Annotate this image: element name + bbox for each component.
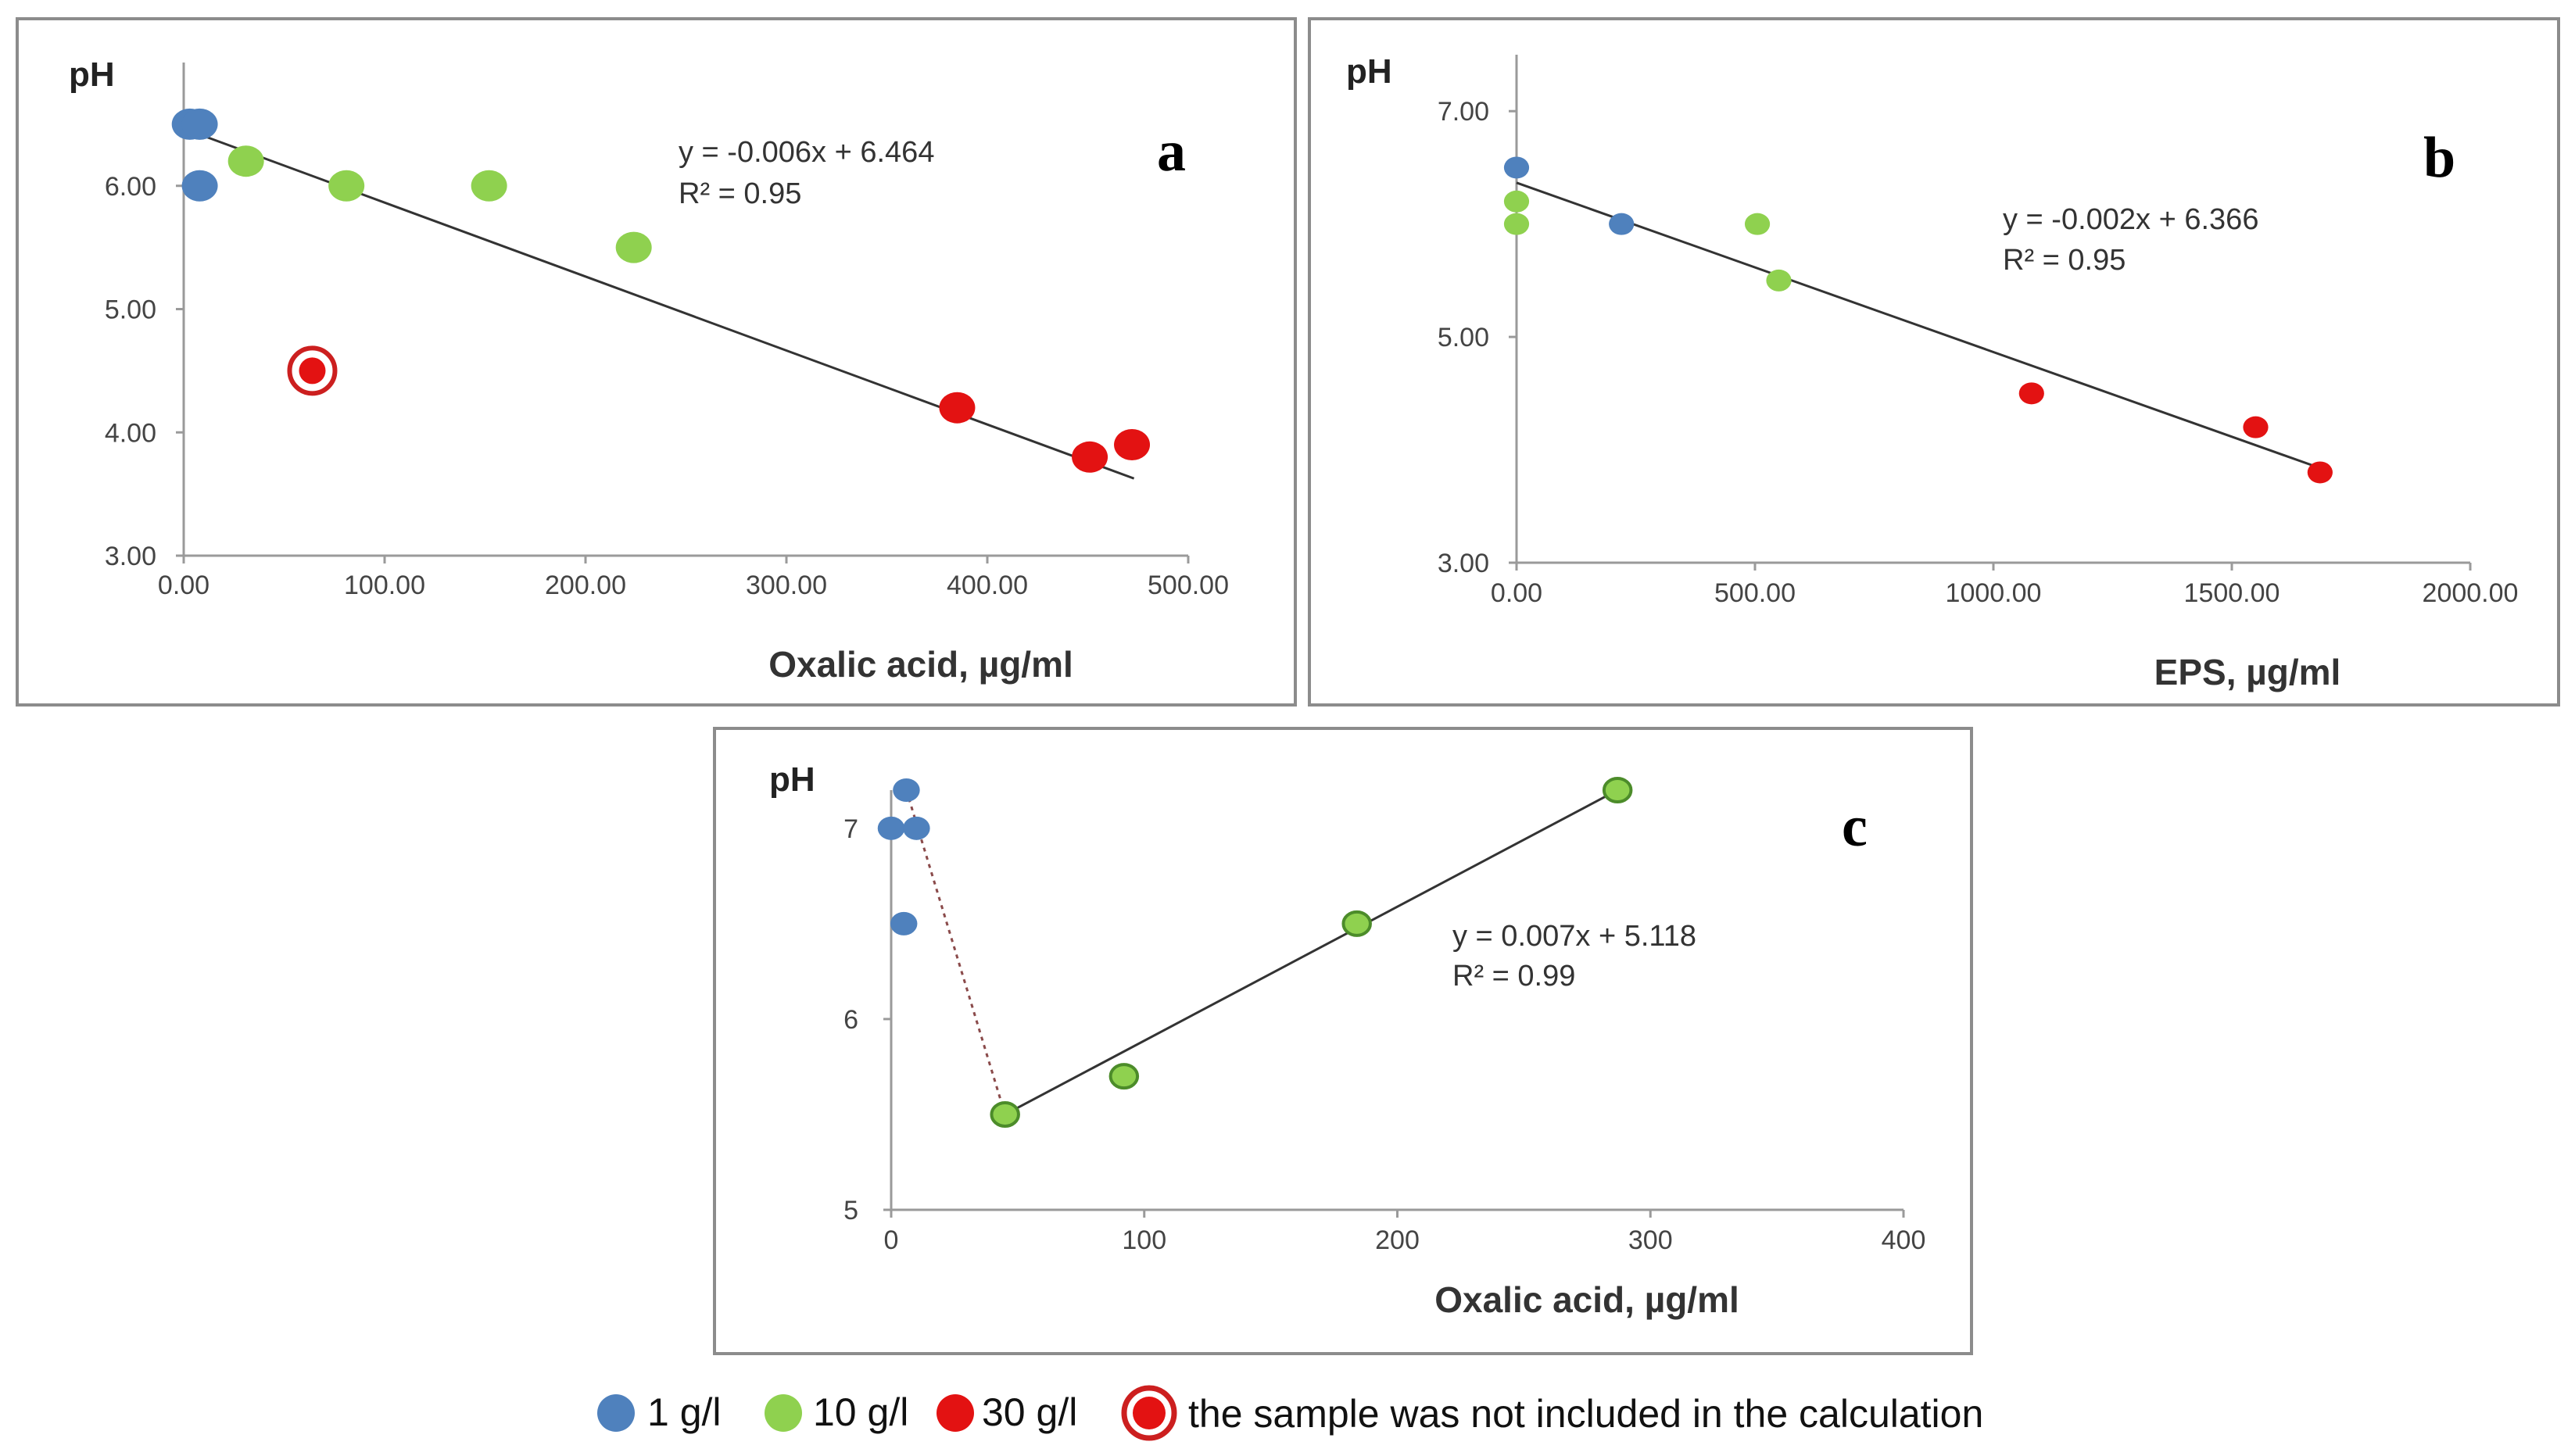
legend-marker-30gl	[937, 1394, 974, 1432]
panel-c-x-tick-label: 100	[1122, 1225, 1166, 1255]
legend-label-10gl: 10 g/l	[813, 1390, 908, 1434]
panel-a-y-tick-label: 4.00	[105, 418, 156, 448]
panel-b-point-10gl	[1503, 190, 1530, 213]
panel-c-xlabel: Oxalic acid, µg/ml	[1434, 1279, 1739, 1320]
legend: 1 g/l 10 g/l 30 g/l the sample was not i…	[597, 1385, 1983, 1441]
panel-c-point-10gl	[1341, 910, 1372, 937]
panel-b-y-tick-label: 7.00	[1438, 97, 1489, 127]
panel-c: pH c y = 0.007x + 5.118 R² = 0.99 Oxalic…	[713, 727, 1973, 1355]
panel-c-point-1gl	[877, 816, 905, 840]
panel-a-letter: a	[1157, 120, 1186, 184]
panel-c-x-tick-label: 0	[884, 1225, 899, 1255]
panel-a-excluded-ring	[287, 345, 338, 396]
panel-b-x-tick-label: 1000.00	[1946, 578, 2042, 608]
panel-b-point-30gl	[2307, 461, 2333, 484]
panel-a: pH a y = -0.006x + 6.464 R² = 0.95 Oxali…	[16, 17, 1297, 707]
panel-a-point-10gl	[227, 145, 264, 177]
legend-marker-1gl	[597, 1394, 635, 1432]
panel-a-ylabel: pH	[69, 55, 115, 94]
panel-a-point-10gl	[328, 170, 365, 202]
panel-b-r2: R² = 0.95	[2003, 244, 2126, 277]
panel-a-plot: 0.00 100.00 200.00 300.00 400.00 500.00 3.00 4.…	[105, 63, 1229, 600]
panel-a-point-10gl	[615, 231, 652, 263]
panel-a-point-10gl	[471, 170, 507, 202]
panel-b-point-10gl	[1503, 213, 1530, 235]
panel-b-plot: 0.00 500.00 1000.00 1500.00 2000.00 3.00 5.00 7…	[1438, 55, 2519, 608]
legend-label-30gl: 30 g/l	[982, 1390, 1077, 1434]
panel-c-x-tick-label: 400	[1882, 1225, 1926, 1255]
panel-b-equation: y = -0.002x + 6.366	[2003, 203, 2258, 236]
panel-b-point-30gl	[2018, 382, 2044, 405]
legend-label-1gl: 1 g/l	[647, 1390, 722, 1434]
panel-c-y-tick-label: 6	[843, 1005, 858, 1035]
panel-a-point-1gl	[181, 170, 218, 202]
panel-a-x-tick-label: 500.00	[1148, 571, 1229, 600]
panel-a-y-tick-label: 5.00	[105, 295, 156, 325]
panel-c-letter: c	[1842, 795, 1868, 859]
panel-c-y-tick-label: 5	[843, 1196, 858, 1225]
panel-a-x-tick-label: 200.00	[545, 571, 626, 600]
panel-a-x-tick-label: 100.00	[344, 571, 425, 600]
panel-b-point-1gl	[1609, 213, 1635, 235]
panel-b: pH b y = -0.002x + 6.366 R² = 0.95 EPS, …	[1308, 17, 2560, 707]
panel-a-x-tick-label: 300.00	[746, 571, 827, 600]
legend-excluded-ring	[1121, 1385, 1177, 1441]
panel-c-point-10gl	[990, 1100, 1020, 1128]
panel-b-point-30gl	[2243, 416, 2269, 438]
panel-c-y-tick-label: 7	[843, 814, 858, 844]
panel-b-y-tick-label: 3.00	[1438, 549, 1489, 578]
panel-a-point-30gl	[939, 392, 976, 424]
panel-c-frame	[713, 727, 1973, 1355]
panel-c-point-1gl	[903, 816, 930, 840]
panel-c-point-1gl	[890, 911, 918, 935]
panel-a-point-30gl	[1114, 429, 1151, 461]
panel-c-plot: 0 100 200 300 400 5 6 7	[843, 777, 1926, 1255]
legend-excluded-dot	[1133, 1397, 1166, 1429]
legend-excluded-label: the sample was not included in the calcu…	[1188, 1392, 1983, 1436]
panel-b-xlabel: EPS, µg/ml	[2154, 652, 2341, 692]
panel-a-point-1gl	[181, 108, 218, 140]
panel-a-x-tick-label: 400.00	[947, 571, 1028, 600]
panel-c-x-tick-label: 200	[1375, 1225, 1420, 1255]
panel-a-y-tick-label: 6.00	[105, 172, 156, 202]
panel-b-point-10gl	[1744, 213, 1771, 235]
panel-b-point-1gl	[1503, 156, 1530, 179]
panel-c-x-tick-label: 300	[1628, 1225, 1673, 1255]
panel-c-ylabel: pH	[769, 760, 815, 799]
panel-b-ylabel: pH	[1346, 52, 1392, 91]
panel-b-point-10gl	[1766, 269, 1792, 292]
panel-a-frame	[16, 17, 1297, 707]
panel-a-excluded-point	[299, 357, 326, 385]
panel-a-x-tick-label: 0.00	[158, 571, 210, 600]
panel-a-equation: y = -0.006x + 6.464	[679, 136, 934, 169]
panel-b-x-tick-label: 2000.00	[2423, 578, 2519, 608]
panel-c-point-10gl	[1108, 1063, 1140, 1090]
panel-c-r2: R² = 0.99	[1452, 960, 1575, 993]
panel-a-y-tick-label: 3.00	[105, 542, 156, 571]
panel-b-trendline	[1516, 181, 2321, 470]
legend-marker-10gl	[765, 1394, 802, 1432]
panel-c-equation: y = 0.007x + 5.118	[1452, 920, 1696, 953]
panel-b-x-tick-label: 500.00	[1714, 578, 1796, 608]
panel-b-y-tick-label: 5.00	[1438, 323, 1489, 352]
panel-a-xlabel: Oxalic acid, µg/ml	[768, 644, 1073, 685]
panel-b-letter: b	[2423, 126, 2455, 190]
panel-c-point-10gl	[1602, 777, 1633, 803]
panel-a-r2: R² = 0.95	[679, 177, 801, 210]
panel-a-point-30gl	[1072, 441, 1108, 473]
panel-b-x-tick-label: 1500.00	[2184, 578, 2280, 608]
panel-b-x-tick-label: 0.00	[1491, 578, 1542, 608]
panel-c-trendline	[1004, 789, 1618, 1116]
panel-c-point-1gl	[893, 778, 920, 802]
